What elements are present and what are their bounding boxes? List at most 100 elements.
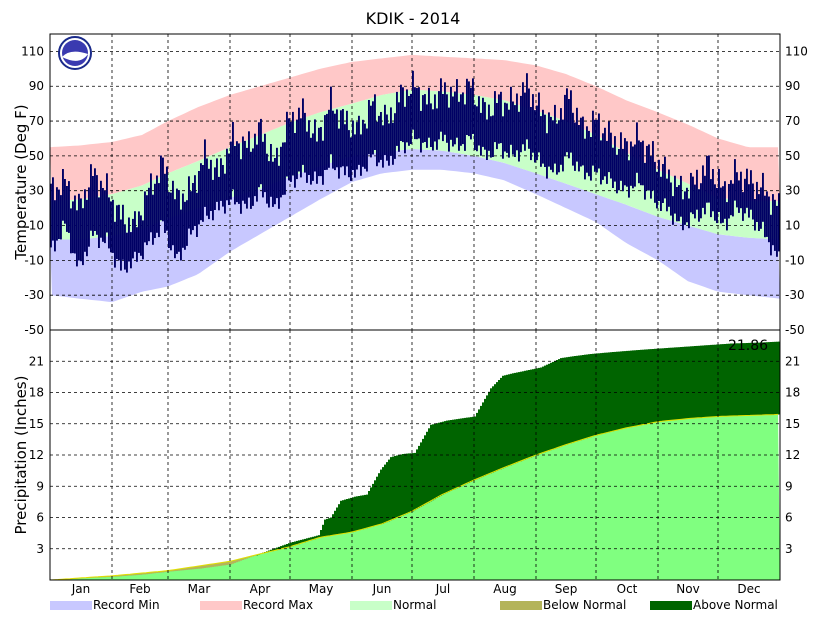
above-normal-bar: [546, 364, 549, 452]
temp-ytick-left: -50: [24, 323, 44, 337]
actual-temp-bar: [290, 121, 292, 182]
actual-temp-bar: [614, 136, 616, 182]
temp-ytick-right: 50: [785, 149, 800, 163]
above-normal-bar: [566, 357, 569, 445]
above-normal-bar: [326, 518, 329, 537]
above-normal-bar: [320, 530, 323, 538]
actual-temp-bar: [416, 87, 418, 140]
actual-temp-bar: [190, 191, 192, 235]
actual-temp-bar: [324, 115, 326, 170]
above-normal-bar: [424, 435, 427, 505]
actual-temp-bar: [106, 173, 108, 233]
above-normal-bar: [310, 537, 313, 541]
above-normal-bar: [618, 351, 621, 430]
actual-temp-bar: [440, 78, 442, 132]
actual-temp-bar: [156, 175, 158, 233]
actual-temp-bar: [186, 200, 188, 246]
actual-temp-bar: [370, 105, 372, 158]
actual-temp-bar: [560, 108, 562, 165]
actual-temp-bar: [218, 176, 220, 211]
below-normal-bar: [158, 571, 161, 573]
below-normal-bar: [126, 574, 129, 576]
actual-temp-bar: [330, 86, 332, 155]
actual-temp-bar: [420, 110, 422, 153]
actual-temp-bar: [578, 125, 580, 172]
above-normal-bar: [758, 342, 761, 416]
above-normal-bar: [510, 373, 513, 466]
actual-temp-bar: [740, 171, 742, 209]
actual-temp-bar: [558, 120, 560, 173]
actual-temp-bar: [668, 169, 670, 207]
actual-temp-bar: [288, 118, 290, 181]
actual-temp-bar: [774, 199, 776, 251]
below-normal-bar: [200, 565, 203, 569]
above-normal-bar: [684, 346, 687, 419]
actual-temp-bar: [80, 198, 82, 262]
above-normal-bar: [476, 412, 479, 480]
above-normal-bar: [382, 467, 385, 524]
actual-temp-bar: [762, 172, 764, 222]
actual-temp-bar: [292, 111, 294, 176]
actual-temp-bar: [144, 191, 146, 243]
above-normal-bar: [368, 491, 371, 528]
above-normal-bar: [548, 363, 551, 451]
above-normal-bar: [750, 342, 753, 416]
above-normal-bar: [282, 545, 285, 549]
above-normal-bar: [270, 549, 273, 552]
below-normal-bar: [152, 572, 155, 574]
above-normal-bar: [724, 344, 727, 417]
actual-temp-bar: [540, 116, 542, 167]
actual-temp-bar: [170, 192, 172, 251]
legend-label: Record Min: [93, 598, 160, 612]
above-normal-bar: [356, 496, 359, 531]
above-normal-bar: [514, 372, 517, 464]
actual-temp-bar: [450, 86, 452, 140]
above-normal-bar: [420, 442, 423, 507]
above-normal-bar: [402, 454, 405, 516]
actual-temp-bar: [242, 136, 244, 201]
actual-temp-bar: [616, 154, 618, 194]
actual-temp-bar: [562, 119, 564, 172]
actual-temp-bar: [340, 110, 342, 168]
above-normal-bar: [348, 498, 351, 533]
actual-temp-bar: [244, 140, 246, 204]
above-normal-bar: [766, 342, 769, 415]
actual-temp-bar: [354, 134, 356, 178]
actual-temp-bar: [702, 165, 704, 208]
actual-temp-bar: [462, 92, 464, 145]
above-normal-bar: [776, 341, 779, 415]
actual-temp-bar: [258, 122, 260, 188]
above-normal-bar: [532, 369, 535, 457]
actual-temp-bar: [76, 210, 78, 267]
below-normal-bar: [194, 566, 197, 570]
actual-temp-bar: [348, 130, 350, 178]
above-normal-bar: [386, 462, 389, 523]
above-normal-bar: [562, 357, 565, 446]
above-normal-bar: [686, 346, 689, 419]
above-normal-bar: [582, 355, 585, 440]
above-normal-bar: [490, 388, 493, 474]
above-normal-bar: [394, 456, 397, 519]
above-normal-bar: [346, 499, 349, 533]
above-normal-bar: [638, 350, 641, 426]
actual-temp-bar: [714, 184, 716, 221]
actual-temp-bar: [78, 193, 80, 261]
actual-temp-bar: [110, 201, 112, 253]
below-normal-bar: [128, 574, 131, 576]
actual-temp-bar: [248, 131, 250, 198]
above-normal-bar: [534, 368, 537, 456]
above-normal-bar: [324, 519, 327, 537]
actual-temp-bar: [620, 132, 622, 181]
below-normal-bar: [148, 572, 151, 574]
below-normal-bar: [246, 557, 249, 559]
below-normal-bar: [116, 575, 119, 577]
precip-normal-line: [49, 413, 779, 581]
actual-temp-bar: [664, 156, 666, 199]
actual-temp-bar: [594, 119, 596, 172]
above-normal-bar: [616, 351, 619, 431]
actual-temp-bar: [224, 173, 226, 214]
actual-temp-bar: [538, 92, 540, 153]
actual-temp-bar: [262, 141, 264, 198]
above-normal-bar: [628, 350, 631, 428]
